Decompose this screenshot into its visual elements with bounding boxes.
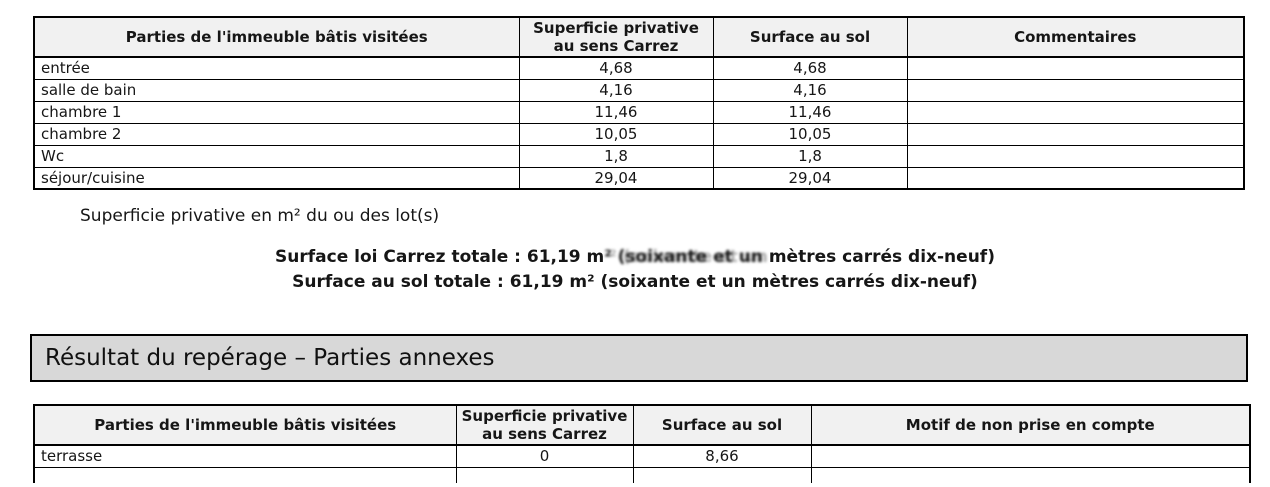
cell-motif [810,444,1251,468]
col-header-sol: Surface au sol [712,16,908,58]
table-row: Wc 1,8 1,8 [33,144,1245,168]
section-header-parties-annexes: Résultat du repérage – Parties annexes [30,334,1248,382]
cell-room-name: Wc [33,144,520,168]
table-row: chambre 2 10,05 10,05 [33,122,1245,146]
cell-sol: 10,05 [712,122,908,146]
col-header-motif: Motif de non prise en compte [810,404,1251,446]
table-row: entrée 4,68 4,68 [33,56,1245,80]
cell-sol: 11,46 [712,100,908,124]
table-parties-annexes: Parties de l'immeuble bâtis visitées Sup… [33,404,1251,483]
cell-room-name: entrée [33,56,520,80]
cell-carrez: 11,46 [518,100,714,124]
carrez-total-line: Surface loi Carrez totale : 61,19 m² (so… [0,245,1270,270]
cell-room-name: séjour/cuisine [33,166,520,190]
cell-carrez: 1,8 [518,144,714,168]
sol-total-line: Surface au sol totale : 61,19 m² (soixan… [292,272,978,292]
col-header-carrez: Superficie privative au sens Carrez [455,404,634,446]
cell-comment [906,78,1245,102]
cell-carrez: 29,04 [518,166,714,190]
table-row-clipped [33,466,1251,483]
carrez-total-ghost-text: ² (soixante et un [604,247,763,267]
cell-carrez: 0 [455,444,634,468]
cell-carrez: 4,16 [518,78,714,102]
table-row: terrasse 0 8,66 [33,444,1251,468]
cell-comment [906,122,1245,146]
table-header-row: Parties de l'immeuble bâtis visitées Sup… [33,404,1251,446]
cell-sol: 4,16 [712,78,908,102]
lots-note: Superficie privative en m² du ou des lot… [80,206,440,226]
cell-comment [906,100,1245,124]
table-header-row: Parties de l'immeuble bâtis visitées Sup… [33,16,1245,58]
cell-sol: 8,66 [632,444,812,468]
cell-room-name: chambre 2 [33,122,520,146]
cell-room-name: terrasse [33,444,457,468]
carrez-total-prefix: Surface loi Carrez totale : 61,19 m [275,247,605,267]
cell-carrez: 4,68 [518,56,714,80]
cell-sol: 29,04 [712,166,908,190]
table-row: séjour/cuisine 29,04 29,04 [33,166,1245,190]
col-header-commentaires: Commentaires [906,16,1245,58]
table-row: chambre 1 11,46 11,46 [33,100,1245,124]
col-header-parties: Parties de l'immeuble bâtis visitées [33,16,520,58]
table-carrez-main: Parties de l'immeuble bâtis visitées Sup… [33,16,1245,190]
section-title: Résultat du repérage – Parties annexes [45,345,495,371]
cell-sol: 1,8 [712,144,908,168]
cell-comment [906,144,1245,168]
carrez-total-suffix: mètres carrés dix-neuf) [762,247,995,267]
col-header-carrez: Superficie privative au sens Carrez [518,16,714,58]
col-header-parties: Parties de l'immeuble bâtis visitées [33,404,457,446]
cell-comment [906,56,1245,80]
cell-room-name: salle de bain [33,78,520,102]
totals-block: Surface loi Carrez totale : 61,19 m² (so… [0,245,1270,295]
cell-sol: 4,68 [712,56,908,80]
table-row: salle de bain 4,16 4,16 [33,78,1245,102]
cell-comment [906,166,1245,190]
cell-room-name: chambre 1 [33,100,520,124]
col-header-sol: Surface au sol [632,404,812,446]
cell-carrez: 10,05 [518,122,714,146]
